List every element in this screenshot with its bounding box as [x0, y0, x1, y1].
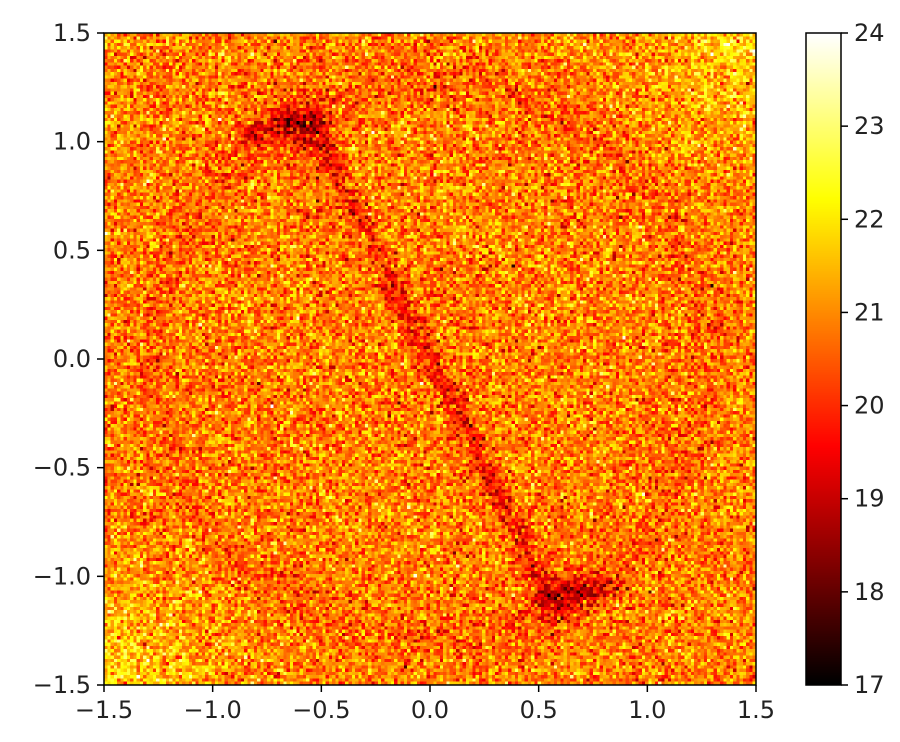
x-tick-label: 1.0 [628, 696, 666, 724]
y-tick-label: −1.5 [33, 671, 91, 699]
y-tick-label: −0.5 [33, 454, 91, 482]
colorbar-tick-label: 22 [854, 205, 885, 233]
plot-frame [103, 32, 757, 686]
y-tick-label: 1.5 [53, 19, 91, 47]
x-tick-label: 0.5 [520, 696, 558, 724]
y-tick-label: 1.0 [53, 128, 91, 156]
colorbar-axis: 24 23 22 21 20 19 18 17 [841, 19, 885, 699]
y-tick-label: −1.0 [33, 562, 91, 590]
colorbar-tick-label: 24 [854, 19, 885, 47]
heatmap-image [104, 33, 756, 685]
colorbar-gradient [806, 33, 841, 685]
x-tick-label: 1.5 [737, 696, 775, 724]
colorbar-tick-label: 21 [854, 298, 885, 326]
x-tick-label: −0.5 [292, 696, 350, 724]
colorbar-frame [805, 32, 842, 686]
x-tick-label: 0.0 [411, 696, 449, 724]
colorbar-tick-label: 19 [854, 485, 885, 513]
colorbar-tick-label: 23 [854, 112, 885, 140]
colorbar-tick-label: 17 [854, 671, 885, 699]
colorbar-tick-label: 18 [854, 578, 885, 606]
x-tick-label: −1.5 [75, 696, 133, 724]
y-axis: 1.5 1.0 0.5 0.0 −0.5 −1.0 −1.5 [33, 19, 104, 699]
y-tick-label: 0.5 [53, 236, 91, 264]
colorbar-tick-label: 20 [854, 392, 885, 420]
x-tick-label: −1.0 [184, 696, 242, 724]
y-tick-label: 0.0 [53, 345, 91, 373]
x-axis: −1.5 −1.0 −0.5 0.0 0.5 1.0 1.5 [75, 685, 775, 724]
